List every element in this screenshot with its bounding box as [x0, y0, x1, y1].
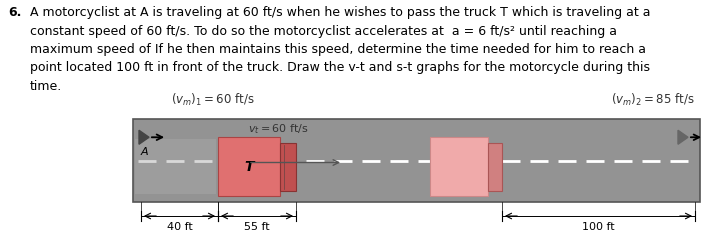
Text: constant speed of 60 ft/s. To do so the motorcyclist accelerates at  a = 6 ft/s²: constant speed of 60 ft/s. To do so the …	[30, 25, 617, 37]
Polygon shape	[139, 130, 149, 144]
Text: $(v_m)_1 = 60$ ft/s: $(v_m)_1 = 60$ ft/s	[171, 92, 255, 108]
Text: A motorcyclist at A is traveling at 60 ft/s when he wishes to pass the truck T w: A motorcyclist at A is traveling at 60 f…	[30, 6, 650, 19]
Text: 6.: 6.	[8, 6, 21, 19]
Text: point located 100 ft in front of the truck. Draw the v-t and s-t graphs for the : point located 100 ft in front of the tru…	[30, 62, 650, 74]
Text: time.: time.	[30, 80, 62, 93]
Bar	[488, 143, 502, 191]
Bar	[135, 139, 216, 194]
Text: $(v_m)_2 = 85$ ft/s: $(v_m)_2 = 85$ ft/s	[611, 92, 695, 108]
Bar	[280, 143, 296, 191]
Bar	[218, 137, 280, 196]
Bar	[430, 137, 488, 196]
Text: maximum speed of If he then maintains this speed, determine the time needed for : maximum speed of If he then maintains th…	[30, 43, 646, 56]
Text: 100 ft: 100 ft	[582, 222, 615, 232]
Polygon shape	[678, 130, 688, 144]
Text: 40 ft: 40 ft	[167, 222, 192, 232]
Text: T: T	[244, 160, 254, 174]
Bar	[133, 119, 700, 202]
Text: A: A	[140, 147, 147, 157]
Text: $v_t = 60$ ft/s: $v_t = 60$ ft/s	[248, 122, 308, 135]
Text: 55 ft: 55 ft	[244, 222, 270, 232]
